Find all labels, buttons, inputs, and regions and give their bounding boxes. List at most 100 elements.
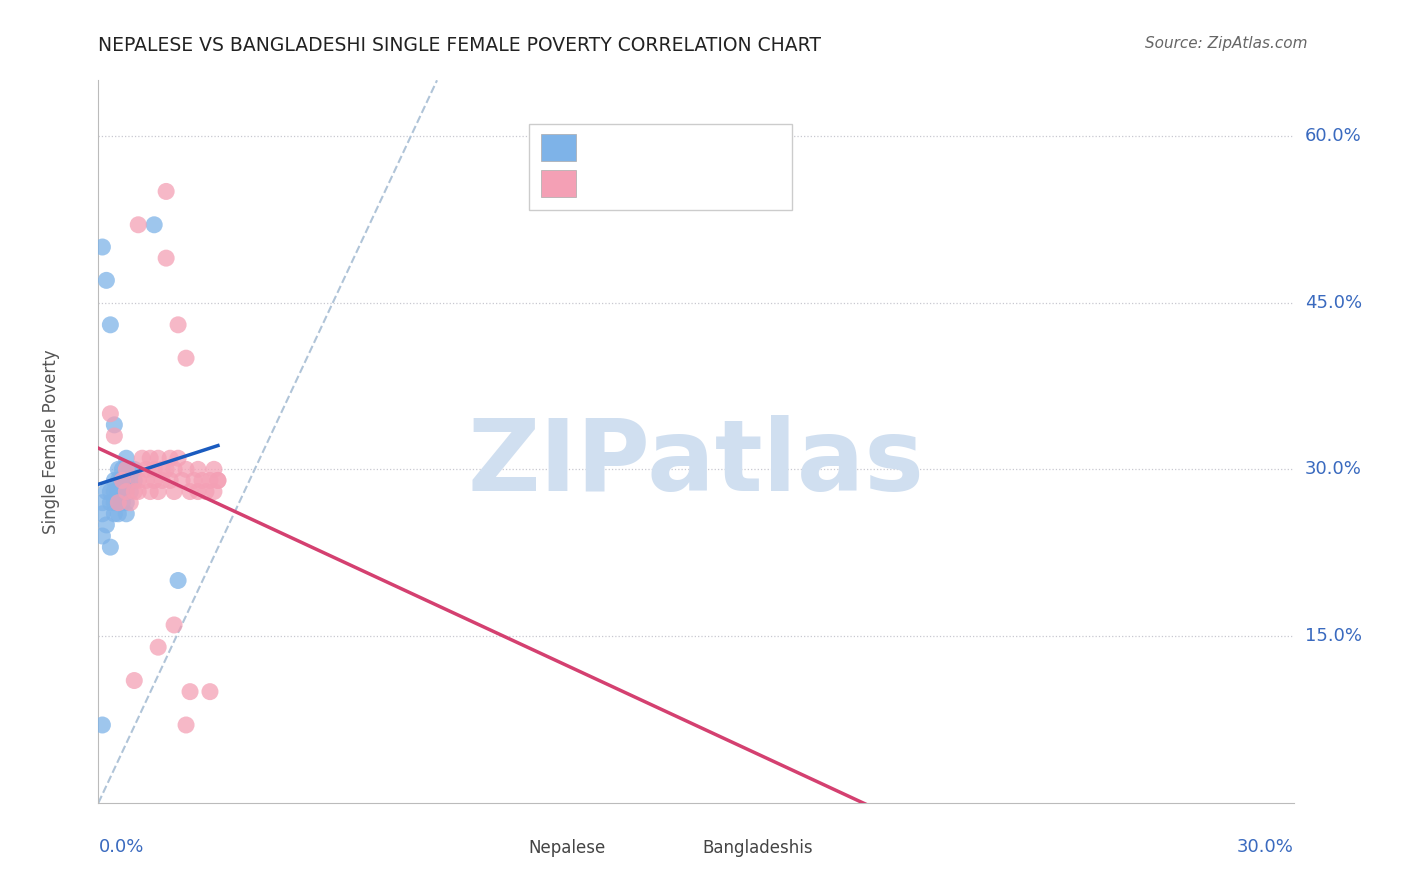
Point [163, 462, 186, 476]
Point [111, 474, 134, 488]
Point [107, 462, 129, 476]
Point [167, 451, 190, 466]
Point [120, 462, 142, 476]
Text: R = 0.097   N = 51: R = 0.097 N = 51 [586, 175, 756, 193]
Point [187, 484, 209, 499]
Text: 15.0%: 15.0% [1305, 627, 1361, 645]
Point [107, 507, 129, 521]
Point [124, 474, 146, 488]
Point [135, 462, 157, 476]
Point [148, 484, 170, 499]
Point [111, 474, 134, 488]
FancyBboxPatch shape [666, 837, 695, 858]
Point [187, 462, 209, 476]
Point [115, 484, 138, 499]
Point [179, 684, 201, 698]
Text: Single Female Poverty: Single Female Poverty [42, 350, 59, 533]
Point [179, 484, 201, 499]
Point [103, 417, 125, 432]
Point [183, 474, 205, 488]
Point [135, 474, 157, 488]
Point [115, 462, 138, 476]
Point [191, 474, 214, 488]
Point [155, 185, 177, 199]
Point [103, 429, 125, 443]
Point [98, 407, 122, 421]
Point [96, 273, 118, 287]
Point [159, 451, 181, 466]
Text: NEPALESE VS BANGLADESHI SINGLE FEMALE POVERTY CORRELATION CHART: NEPALESE VS BANGLADESHI SINGLE FEMALE PO… [98, 36, 821, 54]
Point [91, 507, 114, 521]
Text: 60.0%: 60.0% [1305, 127, 1361, 145]
Text: ZIPatlas: ZIPatlas [468, 415, 924, 512]
Point [111, 462, 134, 476]
FancyBboxPatch shape [494, 837, 522, 858]
Point [202, 462, 225, 476]
Point [155, 251, 177, 265]
Point [198, 684, 221, 698]
Point [111, 496, 134, 510]
Point [148, 640, 170, 655]
Point [107, 496, 129, 510]
Point [167, 318, 190, 332]
Point [163, 484, 186, 499]
Point [139, 484, 162, 499]
Text: Nepalese: Nepalese [529, 838, 606, 856]
FancyBboxPatch shape [541, 169, 576, 197]
Point [98, 540, 122, 554]
Point [167, 574, 190, 588]
Point [127, 218, 149, 232]
Point [143, 218, 166, 232]
Point [98, 318, 122, 332]
Point [115, 496, 138, 510]
Text: Bangladeshis: Bangladeshis [702, 838, 813, 856]
Point [107, 496, 129, 510]
Point [202, 484, 225, 499]
Point [124, 484, 146, 499]
Text: 0.0%: 0.0% [98, 838, 143, 855]
Text: 30.0%: 30.0% [1237, 838, 1294, 855]
Point [115, 507, 138, 521]
Point [91, 496, 114, 510]
Point [174, 351, 197, 366]
Point [103, 474, 125, 488]
Text: R = 0.575   N = 39: R = 0.575 N = 39 [586, 138, 756, 156]
Point [150, 474, 173, 488]
Point [115, 451, 138, 466]
Point [96, 517, 118, 532]
Point [143, 462, 166, 476]
Point [150, 462, 173, 476]
Point [148, 451, 170, 466]
Point [124, 462, 146, 476]
Point [143, 474, 166, 488]
Point [115, 462, 138, 476]
Point [207, 474, 229, 488]
Point [107, 484, 129, 499]
Point [174, 718, 197, 732]
Point [155, 462, 177, 476]
Point [174, 462, 197, 476]
Point [207, 474, 229, 488]
Point [103, 507, 125, 521]
Point [115, 484, 138, 499]
Point [120, 484, 142, 499]
Point [131, 451, 153, 466]
Point [91, 529, 114, 543]
Text: Source: ZipAtlas.com: Source: ZipAtlas.com [1144, 36, 1308, 51]
FancyBboxPatch shape [529, 124, 792, 211]
Point [103, 484, 125, 499]
Point [103, 496, 125, 510]
Text: 30.0%: 30.0% [1305, 460, 1361, 478]
Point [91, 240, 114, 254]
Point [139, 451, 162, 466]
Point [163, 618, 186, 632]
Point [172, 474, 194, 488]
Point [195, 484, 218, 499]
FancyBboxPatch shape [541, 134, 576, 161]
Point [98, 496, 122, 510]
Point [127, 484, 149, 499]
Point [198, 474, 221, 488]
Point [111, 484, 134, 499]
Point [98, 484, 122, 499]
Point [124, 673, 146, 688]
